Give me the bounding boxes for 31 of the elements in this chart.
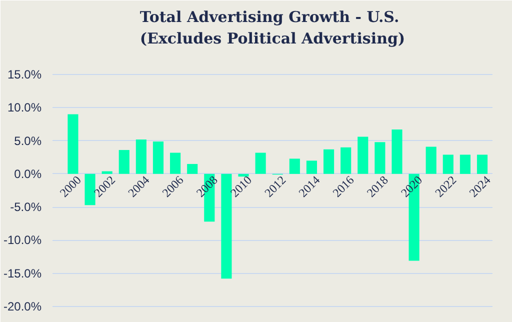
bar: [442, 154, 454, 174]
bar: [358, 136, 368, 174]
bar: [392, 130, 402, 174]
bar: [221, 174, 232, 279]
bar: [289, 158, 300, 174]
y-tick-label: 15.0%: [7, 67, 42, 82]
bar: [238, 174, 249, 177]
bar: [68, 114, 78, 174]
chart-title: Total Advertising Growth - U.S. (Excludes Political Advertising): [140, 8, 406, 48]
y-tick-label: -10.0%: [3, 233, 42, 248]
y-tick-label: 5.0%: [14, 134, 42, 148]
y-tick-label: -5.0%: [10, 200, 42, 214]
bar: [84, 174, 96, 206]
y-tick-label: 0.0%: [14, 166, 42, 181]
bar: [374, 142, 386, 174]
bar: [102, 171, 112, 174]
y-tick-label: 10.0%: [7, 100, 42, 115]
bar: [152, 141, 164, 174]
bar: [136, 139, 146, 174]
bar: [187, 164, 198, 174]
y-tick-label: -15.0%: [3, 266, 42, 280]
bar: [340, 147, 352, 174]
bar: [306, 160, 318, 174]
bar: [118, 150, 130, 174]
bar: [426, 146, 436, 174]
bar: [323, 149, 334, 174]
y-tick-label: -20.0%: [3, 300, 42, 314]
bar: [476, 154, 488, 174]
bar: [255, 152, 266, 174]
bar: [170, 152, 181, 174]
bar: [460, 154, 470, 174]
